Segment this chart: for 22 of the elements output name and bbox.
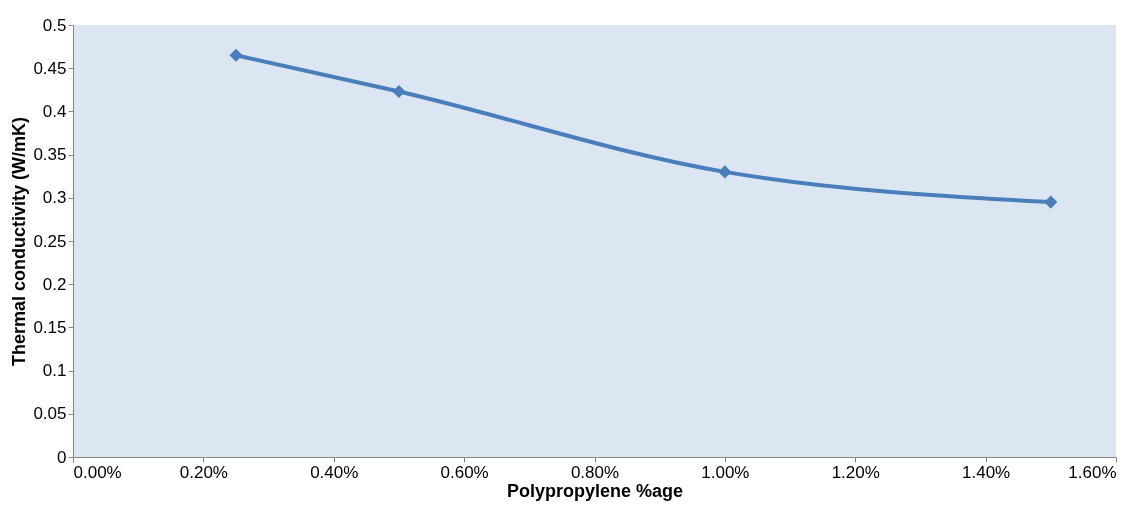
x-tick-label: 0.00% xyxy=(73,462,122,482)
y-tick-label: 0.15 xyxy=(33,317,67,337)
y-tick-label: 0.2 xyxy=(42,274,67,294)
y-tick-label: 0.25 xyxy=(33,231,67,251)
x-tick-label: 0.20% xyxy=(179,462,228,482)
x-tick-label: 0.40% xyxy=(310,462,359,482)
x-tick-label: 1.20% xyxy=(831,462,880,482)
y-tick-label: 0.5 xyxy=(42,15,67,35)
y-tick-label: 0.3 xyxy=(42,188,67,208)
x-tick-label: 0.60% xyxy=(440,462,489,482)
y-tick-label: 0.4 xyxy=(42,101,67,121)
y-tick-label: 0.45 xyxy=(33,58,67,78)
x-tick-label: 1.00% xyxy=(701,462,750,482)
x-tick-label: 0.80% xyxy=(570,462,620,482)
y-axis-title: Thermal conductivity (W/mK) xyxy=(9,116,30,367)
y-tick-label: 0.35 xyxy=(33,145,67,165)
y-tick-label: 0.05 xyxy=(33,404,67,424)
y-tick-label: 0.1 xyxy=(42,361,67,381)
x-tick-label: 1.60% xyxy=(1068,462,1117,482)
x-tick-label: 1.40% xyxy=(962,462,1011,482)
y-tick-label: 0 xyxy=(57,447,67,467)
x-axis-title: Polypropylene %age xyxy=(506,480,684,501)
